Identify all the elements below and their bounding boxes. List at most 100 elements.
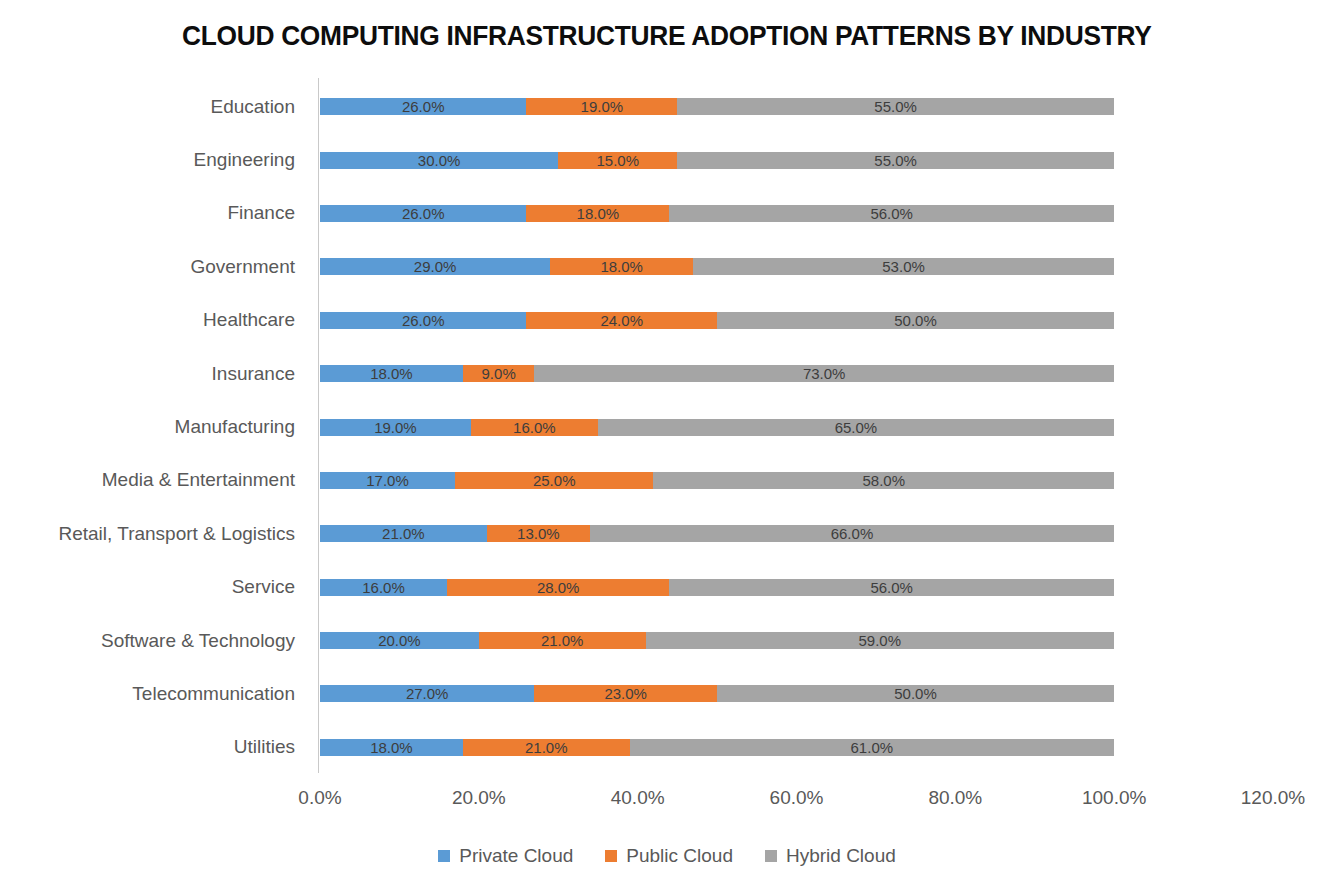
bar-segment-public-cloud: 28.0% [447,579,669,596]
bar-segment-hybrid-cloud: 66.0% [590,525,1114,542]
bar-row: Manufacturing 19.0%16.0% 65.0% [0,400,1334,453]
data-label: 26.0% [402,98,445,115]
x-tick-label: 80.0% [928,787,982,809]
data-label: 23.0% [604,685,647,702]
bar-segment-public-cloud: 13.0% [487,525,590,542]
bar-segment-hybrid-cloud: 55.0% [677,152,1114,169]
stacked-bar-chart: CLOUD COMPUTING INFRASTRUCTURE ADOPTION … [0,0,1334,889]
bar-segment-public-cloud: 18.0% [526,205,669,222]
x-tick-label: 0.0% [298,787,341,809]
category-label-service: Service [0,576,295,598]
bar-segment-public-cloud: 18.0% [550,258,693,275]
category-label-manufacturing: Manufacturing [0,416,295,438]
data-label: 16.0% [362,579,405,596]
bar-segment-public-cloud: 15.0% [558,152,677,169]
data-label: 55.0% [874,98,917,115]
bar-segment-private-cloud: 19.0% [320,419,471,436]
bar-track: 20.0% 21.0% 59.0% [320,632,1114,649]
chart-title-text: CLOUD COMPUTING INFRASTRUCTURE ADOPTION … [182,20,1152,52]
bar-segment-public-cloud: 25.0% [455,472,654,489]
bar-segment-private-cloud: 26.0% [320,312,526,329]
bar-row: Engineering30.0%15.0%55.0% [0,133,1334,186]
data-label: 59.0% [858,632,901,649]
bar-segment-public-cloud: 19.0% [526,98,677,115]
bar-segment-private-cloud: 27.0% [320,685,534,702]
bar-segment-private-cloud: 18.0% [320,739,463,756]
bar-segment-hybrid-cloud: 73.0% [534,365,1114,382]
bar-track: 26.0% 24.0%50.0% [320,312,1114,329]
bar-segment-public-cloud: 21.0% [479,632,646,649]
bar-row: Software & Technology20.0%21.0%59.0% [0,614,1334,667]
category-label-insurance: Insurance [0,363,295,385]
data-label: 25.0% [533,472,576,489]
bar-row: Utilities18.0%21.0%61.0% [0,721,1334,774]
data-label: 55.0% [874,152,917,169]
legend-item-hybrid-cloud: Hybrid Cloud [765,845,896,867]
bar-track: 27.0% 23.0% 50.0% [320,685,1114,702]
bar-segment-public-cloud: 9.0% [463,365,534,382]
category-label-healthcare: Healthcare [0,309,295,331]
bar-track: 18.0%9.0%73.0% [320,365,1114,382]
bar-segment-hybrid-cloud: 61.0% [630,739,1114,756]
data-label: 50.0% [894,685,937,702]
data-label: 28.0% [537,579,580,596]
bar-track: 30.0% 15.0% 55.0% [320,152,1114,169]
x-tick-label: 20.0% [452,787,506,809]
bar-segment-private-cloud: 26.0% [320,98,526,115]
bar-segment-hybrid-cloud: 50.0% [717,312,1114,329]
legend-item-public-cloud: Public Cloud [605,845,733,867]
x-tick-label: 120.0% [1241,787,1305,809]
category-label-telecommunication: Telecommunication [0,683,295,705]
data-label: 17.0% [366,472,409,489]
data-label: 21.0% [525,739,568,756]
bar-segment-private-cloud: 29.0% [320,258,550,275]
data-label: 9.0% [482,365,516,382]
bar-segment-private-cloud: 20.0% [320,632,479,649]
data-label: 66.0% [831,525,874,542]
category-label-retail-transport-logistics: Retail, Transport & Logistics [0,523,295,545]
bar-segment-public-cloud: 16.0% [471,419,598,436]
bar-segment-public-cloud: 23.0% [534,685,717,702]
legend: Private CloudPublic CloudHybrid Cloud [0,845,1334,867]
bar-row: Telecommunication 27.0% 23.0% 50.0% [0,667,1334,720]
data-label: 18.0% [370,739,413,756]
data-label: 26.0% [402,312,445,329]
data-label: 53.0% [882,258,925,275]
bar-segment-hybrid-cloud: 59.0% [646,632,1114,649]
x-tick-label: 60.0% [770,787,824,809]
data-label: 21.0% [382,525,425,542]
legend-label: Public Cloud [626,845,733,867]
data-label: 18.0% [600,258,643,275]
x-axis-ticks: 0.0% 20.0% 40.0% 60.0% 80.0% 100.0% 120.0% [0,787,1334,811]
category-label-finance: Finance [0,202,295,224]
data-label: 58.0% [862,472,905,489]
bar-track: 29.0% 18.0% 53.0% [320,258,1114,275]
category-label-government: Government [0,256,295,278]
data-label: 65.0% [835,419,878,436]
data-label: 13.0% [517,525,560,542]
x-tick-label: 100.0% [1082,787,1146,809]
bar-segment-private-cloud: 30.0% [320,152,558,169]
data-label: 15.0% [596,152,639,169]
bar-segment-public-cloud: 24.0% [526,312,717,329]
legend-swatch-public-cloud [605,850,617,862]
data-label: 20.0% [378,632,421,649]
legend-swatch-private-cloud [438,850,450,862]
bar-row: Finance 26.0% 18.0% 56.0% [0,187,1334,240]
bar-segment-hybrid-cloud: 58.0% [653,472,1114,489]
bar-segment-private-cloud: 16.0% [320,579,447,596]
bar-segment-hybrid-cloud: 53.0% [693,258,1114,275]
bar-segment-private-cloud: 26.0% [320,205,526,222]
bar-segment-hybrid-cloud: 65.0% [598,419,1114,436]
bar-row: Service16.0%28.0%56.0% [0,561,1334,614]
legend-swatch-hybrid-cloud [765,850,777,862]
bar-segment-hybrid-cloud: 56.0% [669,205,1114,222]
data-label: 73.0% [803,365,846,382]
bar-row: Retail, Transport & Logistics 21.0% 13.0% 6… [0,507,1334,560]
x-tick-label: 40.0% [611,787,665,809]
data-label: 56.0% [870,205,913,222]
data-label: 26.0% [402,205,445,222]
bar-segment-private-cloud: 17.0% [320,472,455,489]
bar-row: Education26.0%19.0%55.0% [0,80,1334,133]
category-label-media-entertainment: Media & Entertainment [0,469,295,491]
